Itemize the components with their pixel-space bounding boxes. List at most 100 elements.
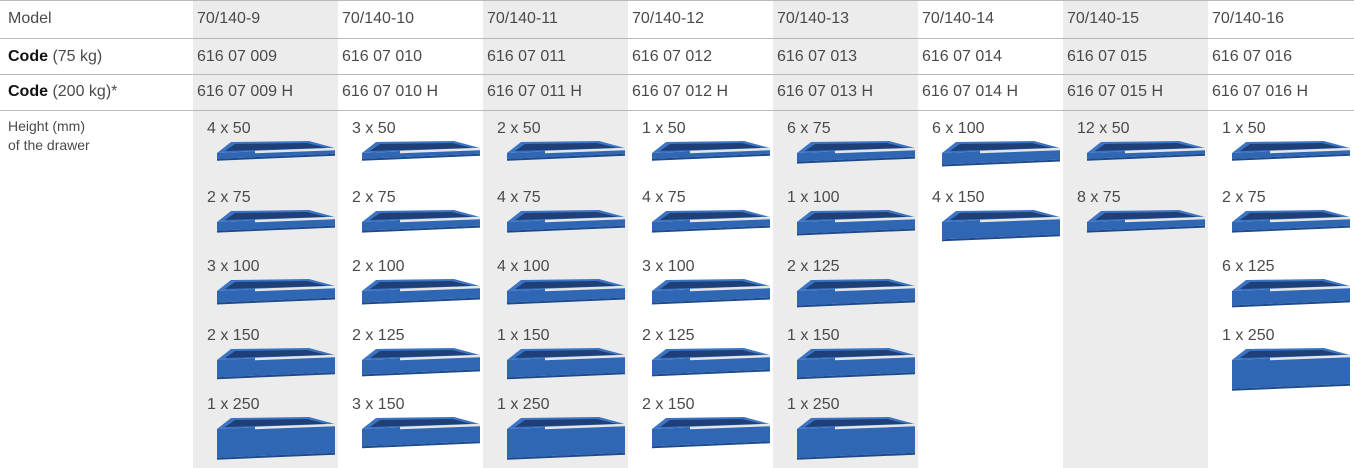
drawer-config: 6 x 100 xyxy=(932,120,985,137)
drawer-config: 2 x 125 xyxy=(787,258,840,275)
drawer-icon xyxy=(217,348,336,380)
drawer-config: 2 x 75 xyxy=(207,189,251,206)
row-label: Code (75 kg) xyxy=(8,47,102,67)
model-name: 70/140-11 xyxy=(487,10,558,27)
model-name: 70/140-12 xyxy=(632,10,705,27)
drawer-icon xyxy=(652,141,771,161)
drawer-icon xyxy=(1232,210,1351,233)
drawer-icon xyxy=(507,141,626,161)
drawer-icon xyxy=(652,279,771,305)
code-75: 616 07 010 xyxy=(342,48,423,65)
drawer-icon xyxy=(1087,141,1206,161)
drawer-icon xyxy=(507,210,626,233)
drawer-icon xyxy=(797,417,916,460)
drawer-config: 12 x 50 xyxy=(1077,120,1130,137)
drawer-config: 6 x 75 xyxy=(787,120,831,137)
drawer-icon xyxy=(217,210,336,233)
drawer-config: 4 x 150 xyxy=(932,189,985,206)
row-label: Model xyxy=(8,10,52,27)
row-label-unit: (200 kg)* xyxy=(52,83,118,100)
drawer-icon xyxy=(507,417,626,460)
drawer-config: 1 x 250 xyxy=(497,396,550,413)
drawer-config: 6 x 125 xyxy=(1222,258,1275,275)
drawer-icon xyxy=(507,279,626,305)
model-name: 70/140-10 xyxy=(342,10,415,27)
drawer-icon xyxy=(362,348,481,377)
model-name: 70/140-16 xyxy=(1212,10,1285,27)
drawer-config: 2 x 100 xyxy=(352,258,405,275)
model-name: 70/140-9 xyxy=(197,10,261,27)
row-label-bold: Code xyxy=(8,83,48,100)
row-rule xyxy=(0,74,1354,75)
row-rule xyxy=(0,0,1354,1)
row-label-bold: Code xyxy=(8,48,48,65)
drawer-icon xyxy=(1087,210,1206,233)
column-shade xyxy=(483,0,628,468)
drawer-config: 3 x 150 xyxy=(352,396,405,413)
drawer-config: 2 x 75 xyxy=(352,189,396,206)
code-200: 616 07 010 H xyxy=(342,83,439,100)
code-75: 616 07 011 xyxy=(487,48,566,65)
drawer-config: 4 x 75 xyxy=(642,189,686,206)
column-shade xyxy=(1063,0,1208,468)
drawer-config: 1 x 150 xyxy=(787,327,840,344)
code-200: 616 07 012 H xyxy=(632,83,729,100)
drawer-icon xyxy=(217,417,336,460)
drawer-config: 1 x 150 xyxy=(497,327,550,344)
drawer-icon xyxy=(217,141,336,161)
drawer-config: 1 x 250 xyxy=(787,396,840,413)
drawer-config: 1 x 250 xyxy=(207,396,260,413)
drawer-config: 1 x 100 xyxy=(787,189,840,206)
code-200: 616 07 013 H xyxy=(777,83,874,100)
code-75: 616 07 016 xyxy=(1212,48,1293,65)
drawer-config: 4 x 50 xyxy=(207,120,251,137)
code-75: 616 07 013 xyxy=(777,48,858,65)
model-name: 70/140-15 xyxy=(1067,10,1140,27)
drawer-icon xyxy=(797,210,916,236)
code-200: 616 07 011 H xyxy=(487,83,582,100)
drawer-icon xyxy=(797,279,916,308)
drawer-icon xyxy=(362,279,481,305)
drawer-config: 2 x 125 xyxy=(642,327,695,344)
drawer-icon xyxy=(362,141,481,161)
model-name: 70/140-14 xyxy=(922,10,995,27)
code-200: 616 07 014 H xyxy=(922,83,1019,100)
drawer-config: 4 x 100 xyxy=(497,258,550,275)
drawer-icon xyxy=(507,348,626,380)
code-75: 616 07 009 xyxy=(197,48,278,65)
drawer-icon xyxy=(797,348,916,380)
drawer-config: 2 x 125 xyxy=(352,327,405,344)
drawer-icon xyxy=(652,348,771,377)
drawer-icon xyxy=(797,141,916,164)
drawer-config: 3 x 50 xyxy=(352,120,396,137)
code-75: 616 07 012 xyxy=(632,48,713,65)
drawer-icon xyxy=(942,141,1061,167)
code-75: 616 07 015 xyxy=(1067,48,1148,65)
row-rule xyxy=(0,110,1354,111)
code-200: 616 07 009 H xyxy=(197,83,294,100)
drawer-icon xyxy=(217,279,336,305)
drawer-icon xyxy=(1232,141,1351,161)
column-shade xyxy=(193,0,338,468)
drawer-icon xyxy=(1232,348,1351,391)
drawer-config: 2 x 75 xyxy=(1222,189,1266,206)
drawer-icon xyxy=(942,210,1061,242)
drawer-config: 3 x 100 xyxy=(207,258,260,275)
drawer-icon xyxy=(362,417,481,449)
drawer-config: 1 x 50 xyxy=(642,120,686,137)
drawer-config: 3 x 100 xyxy=(642,258,695,275)
drawer-config: 1 x 50 xyxy=(1222,120,1266,137)
drawer-config: 1 x 250 xyxy=(1222,327,1275,344)
drawer-config: 2 x 150 xyxy=(207,327,260,344)
drawer-config: 2 x 150 xyxy=(642,396,695,413)
code-200: 616 07 016 H xyxy=(1212,83,1309,100)
drawer-icon xyxy=(652,210,771,233)
row-rule xyxy=(0,38,1354,39)
row-label: Code (200 kg)* xyxy=(8,82,117,102)
drawer-config: 8 x 75 xyxy=(1077,189,1121,206)
row-label-unit: (75 kg) xyxy=(52,48,103,65)
code-75: 616 07 014 xyxy=(922,48,1003,65)
code-200: 616 07 015 H xyxy=(1067,83,1164,100)
drawer-config: 4 x 75 xyxy=(497,189,541,206)
